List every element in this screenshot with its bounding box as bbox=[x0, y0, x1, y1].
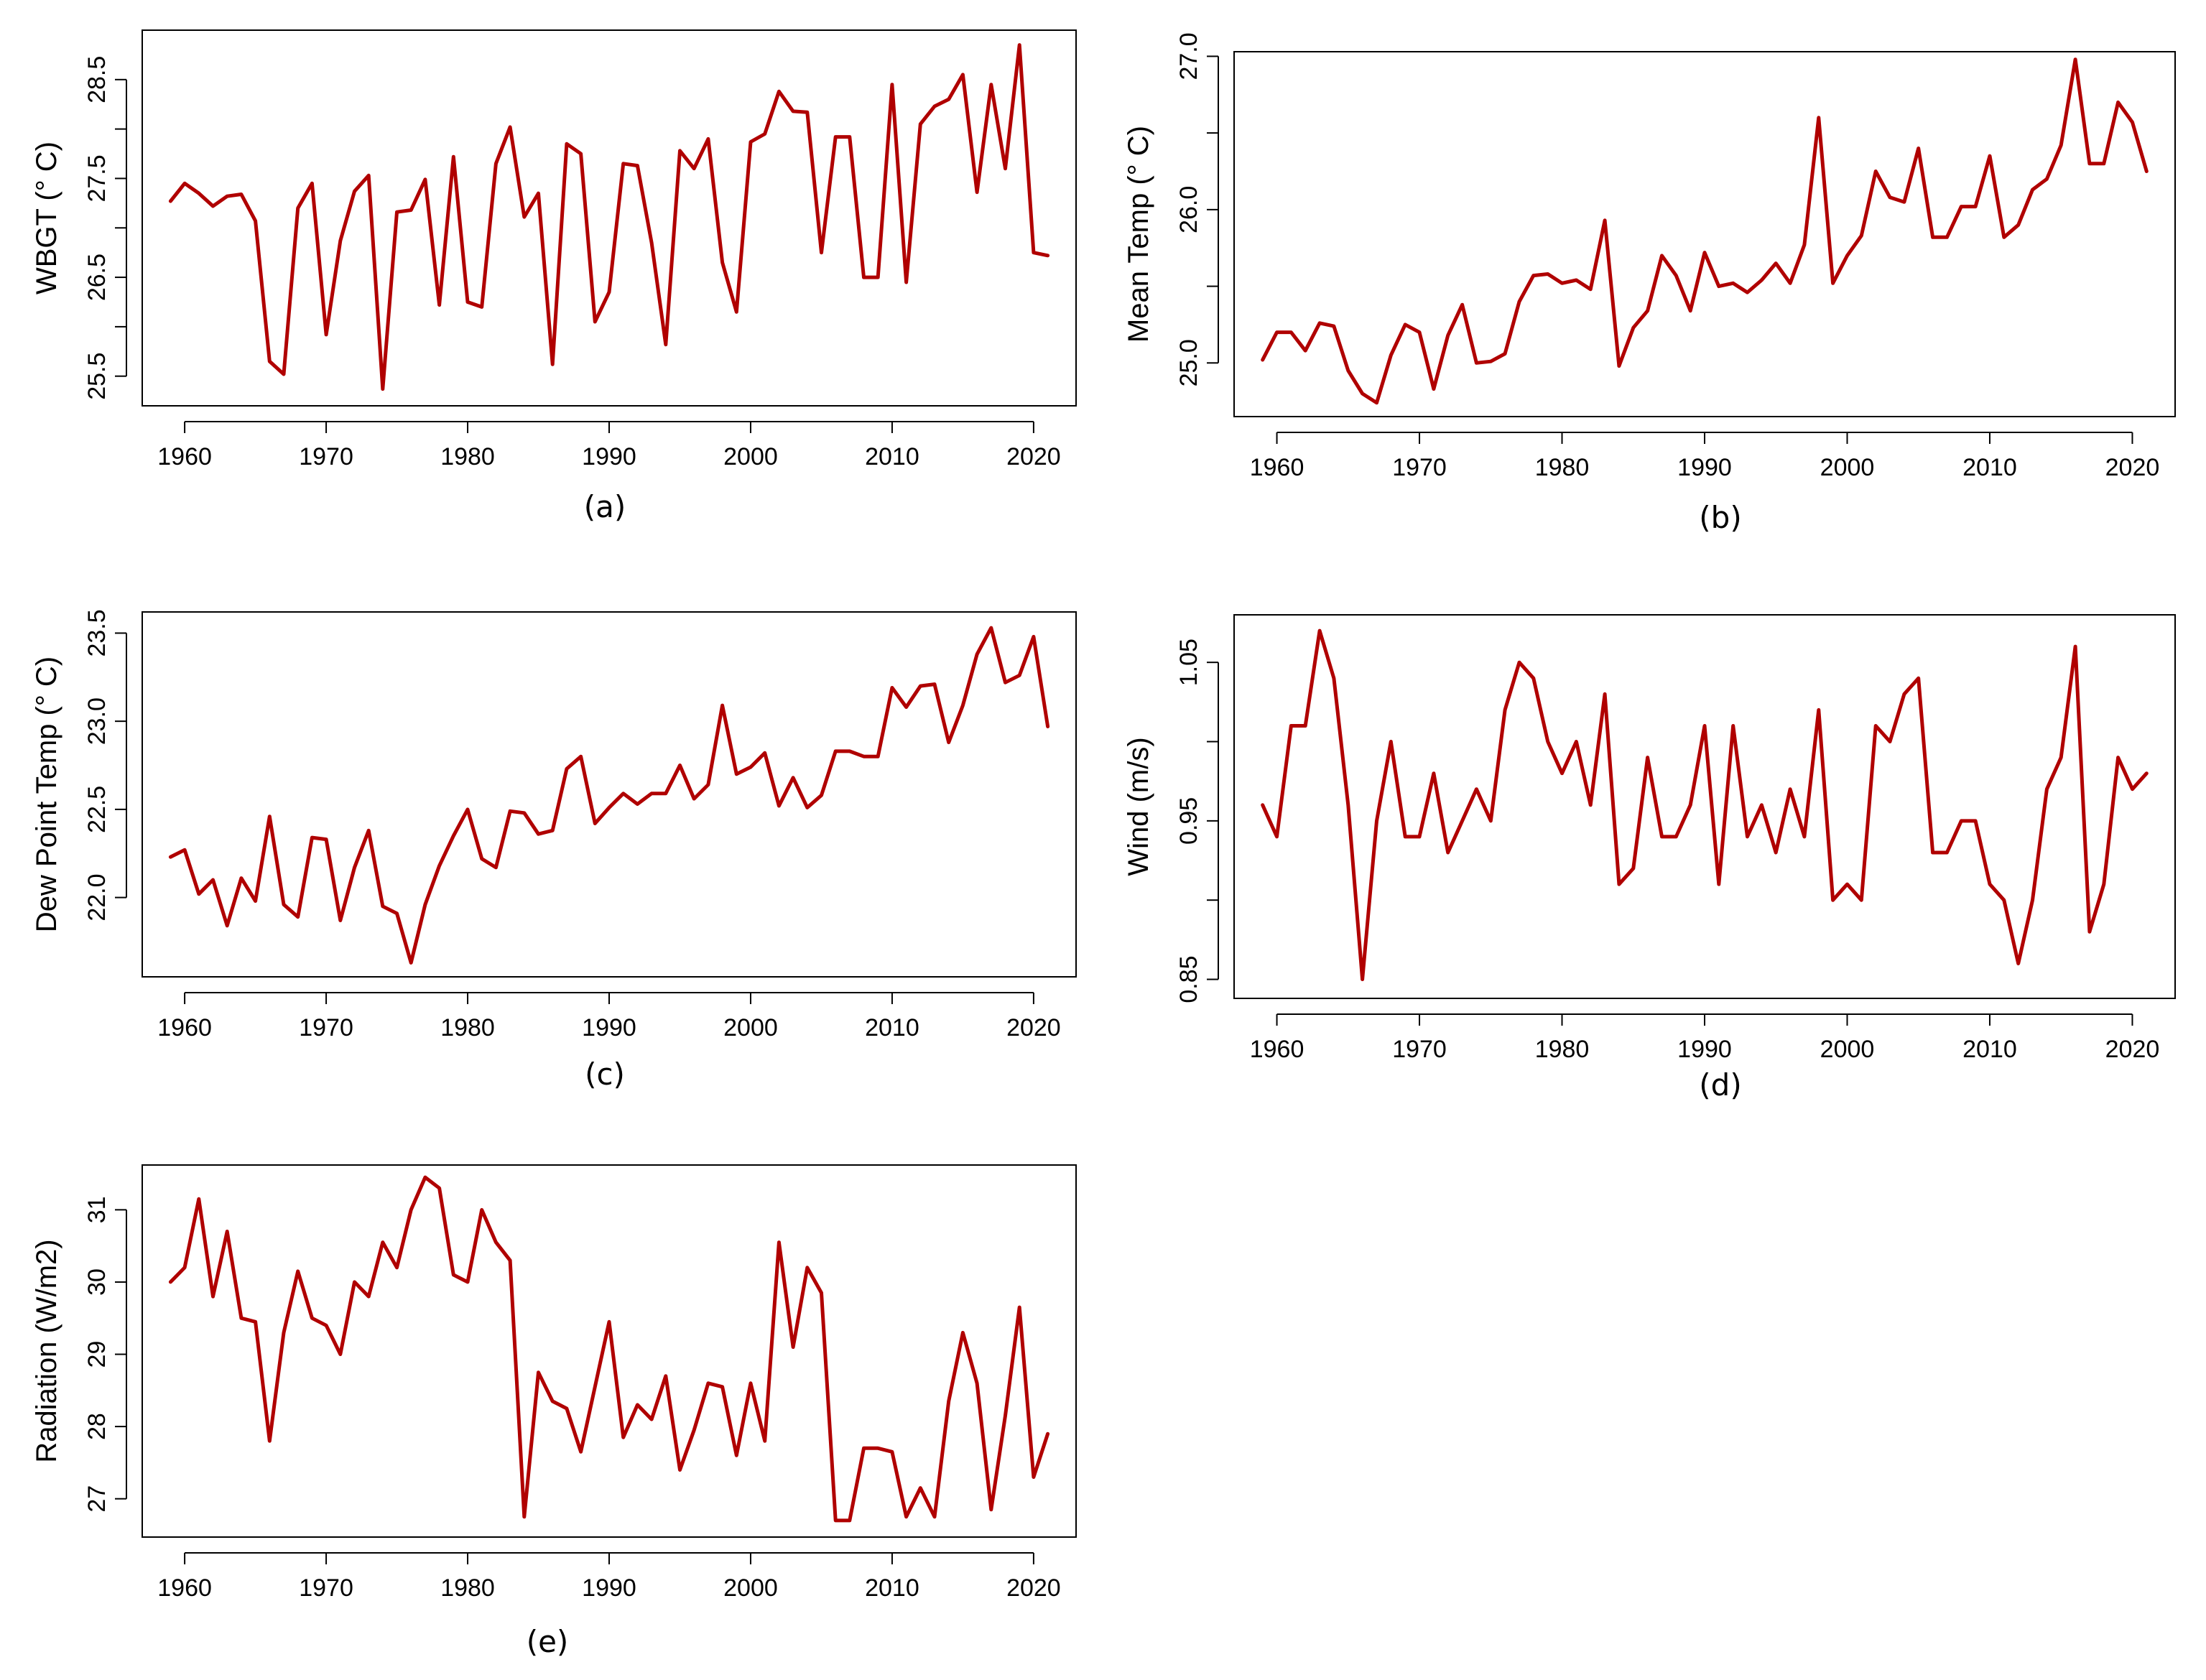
y-tick-label: 30 bbox=[83, 1268, 111, 1296]
y-axis-title: Radiation (W/m2) bbox=[31, 1239, 62, 1462]
panel-caption: (c) bbox=[585, 1057, 625, 1092]
y-tick-label: 0.85 bbox=[1175, 955, 1202, 1003]
x-tick-label: 2000 bbox=[1820, 454, 1875, 481]
y-axis-title: Wind (m/s) bbox=[1123, 737, 1154, 876]
panel-d-wind: 1960 1970 1980 1990 2000 2010 2020 0.85 0.95 1.05… bbox=[1123, 614, 2176, 1103]
x-tick-label: 1960 bbox=[157, 1574, 212, 1602]
x-tick-label: 1980 bbox=[440, 1574, 495, 1602]
y-tick-label: 25.5 bbox=[83, 353, 111, 400]
y-tick-label: 22.0 bbox=[83, 873, 111, 921]
y-tick-label: 27.0 bbox=[1175, 32, 1202, 80]
x-tick-label: 1990 bbox=[582, 1574, 636, 1602]
y-tick-label: 27 bbox=[83, 1485, 111, 1513]
y-tick-label: 28 bbox=[83, 1413, 111, 1440]
series-line bbox=[168, 43, 1050, 391]
panel-a-wbgt: 1960 1970 1980 1990 2000 2010 2020 25.5 26.5 27.5… bbox=[31, 29, 1077, 524]
series-line bbox=[168, 626, 1050, 965]
panel-c-dew-point: 1960 1970 1980 1990 2000 2010 2020 22.0 22.5 23.0… bbox=[31, 609, 1077, 1092]
x-tick-label: 1980 bbox=[440, 1014, 495, 1041]
x-tick-label: 1970 bbox=[299, 443, 353, 470]
x-tick-label: 2010 bbox=[865, 443, 919, 470]
x-tick-label: 1960 bbox=[157, 1014, 212, 1041]
plot-frame bbox=[1233, 51, 2176, 417]
x-tick-label: 2000 bbox=[723, 443, 778, 470]
panel-caption: (d) bbox=[1699, 1067, 1741, 1103]
y-axis-title: WBGT (° C) bbox=[31, 141, 62, 294]
y-tick-label: 25.0 bbox=[1175, 339, 1202, 386]
panel-e-radiation: 1960 1970 1980 1990 2000 2010 2020 27 28 29 30 31 Ra… bbox=[31, 1164, 1077, 1659]
panel-caption: (e) bbox=[527, 1624, 569, 1659]
y-tick-label: 23.5 bbox=[83, 609, 111, 656]
x-tick-label: 2000 bbox=[1820, 1036, 1875, 1063]
y-tick-label: 1.05 bbox=[1175, 639, 1202, 686]
x-tick-label: 1980 bbox=[1535, 1036, 1590, 1063]
plot-frame bbox=[142, 1164, 1077, 1538]
series-line bbox=[1261, 57, 2149, 405]
x-tick-label: 1960 bbox=[1250, 454, 1304, 481]
x-tick-label: 1970 bbox=[1392, 1036, 1447, 1063]
y-tick-label: 28.5 bbox=[83, 56, 111, 103]
x-tick-label: 2020 bbox=[1006, 1574, 1061, 1602]
x-tick-label: 1990 bbox=[582, 1014, 636, 1041]
y-axis-title: Mean Temp (° C) bbox=[1123, 126, 1154, 343]
x-tick-label: 2020 bbox=[2105, 454, 2160, 481]
x-tick-label: 2020 bbox=[1006, 1014, 1061, 1041]
x-tick-label: 1990 bbox=[1677, 454, 1732, 481]
x-tick-label: 2010 bbox=[1962, 454, 2017, 481]
x-tick-label: 1960 bbox=[1250, 1036, 1304, 1063]
y-tick-label: 27.5 bbox=[83, 154, 111, 202]
panel-b-mean-temp: 1960 1970 1980 1990 2000 2010 2020 25.0 26.0 27.0… bbox=[1123, 32, 2176, 535]
x-tick-label: 2020 bbox=[2105, 1036, 2160, 1063]
x-tick-label: 1990 bbox=[1677, 1036, 1732, 1063]
x-tick-label: 1990 bbox=[582, 443, 636, 470]
x-tick-label: 1960 bbox=[157, 443, 212, 470]
x-tick-label: 2010 bbox=[865, 1574, 919, 1602]
x-tick-label: 1980 bbox=[1535, 454, 1590, 481]
y-tick-label: 26.5 bbox=[83, 254, 111, 301]
plot-frame bbox=[142, 29, 1077, 407]
y-tick-label: 29 bbox=[83, 1341, 111, 1368]
plot-frame bbox=[1233, 614, 2176, 999]
x-tick-label: 2000 bbox=[723, 1014, 778, 1041]
y-tick-label: 26.0 bbox=[1175, 186, 1202, 233]
x-tick-label: 2010 bbox=[865, 1014, 919, 1041]
plot-frame bbox=[142, 611, 1077, 978]
series-line bbox=[168, 1175, 1050, 1523]
y-tick-label: 23.0 bbox=[83, 697, 111, 745]
series-line bbox=[1261, 628, 2149, 981]
panel-caption: (b) bbox=[1699, 500, 1741, 535]
y-axis-title: Dew Point Temp (° C) bbox=[31, 656, 62, 932]
y-tick-label: 0.95 bbox=[1175, 797, 1202, 845]
panel-caption: (a) bbox=[584, 489, 626, 524]
y-tick-label: 31 bbox=[83, 1196, 111, 1223]
x-tick-label: 2020 bbox=[1006, 443, 1061, 470]
x-tick-label: 1970 bbox=[299, 1574, 353, 1602]
x-tick-label: 2000 bbox=[723, 1574, 778, 1602]
y-tick-label: 22.5 bbox=[83, 786, 111, 833]
x-tick-label: 1980 bbox=[440, 443, 495, 470]
x-tick-label: 1970 bbox=[299, 1014, 353, 1041]
x-tick-label: 1970 bbox=[1392, 454, 1447, 481]
x-tick-label: 2010 bbox=[1962, 1036, 2017, 1063]
